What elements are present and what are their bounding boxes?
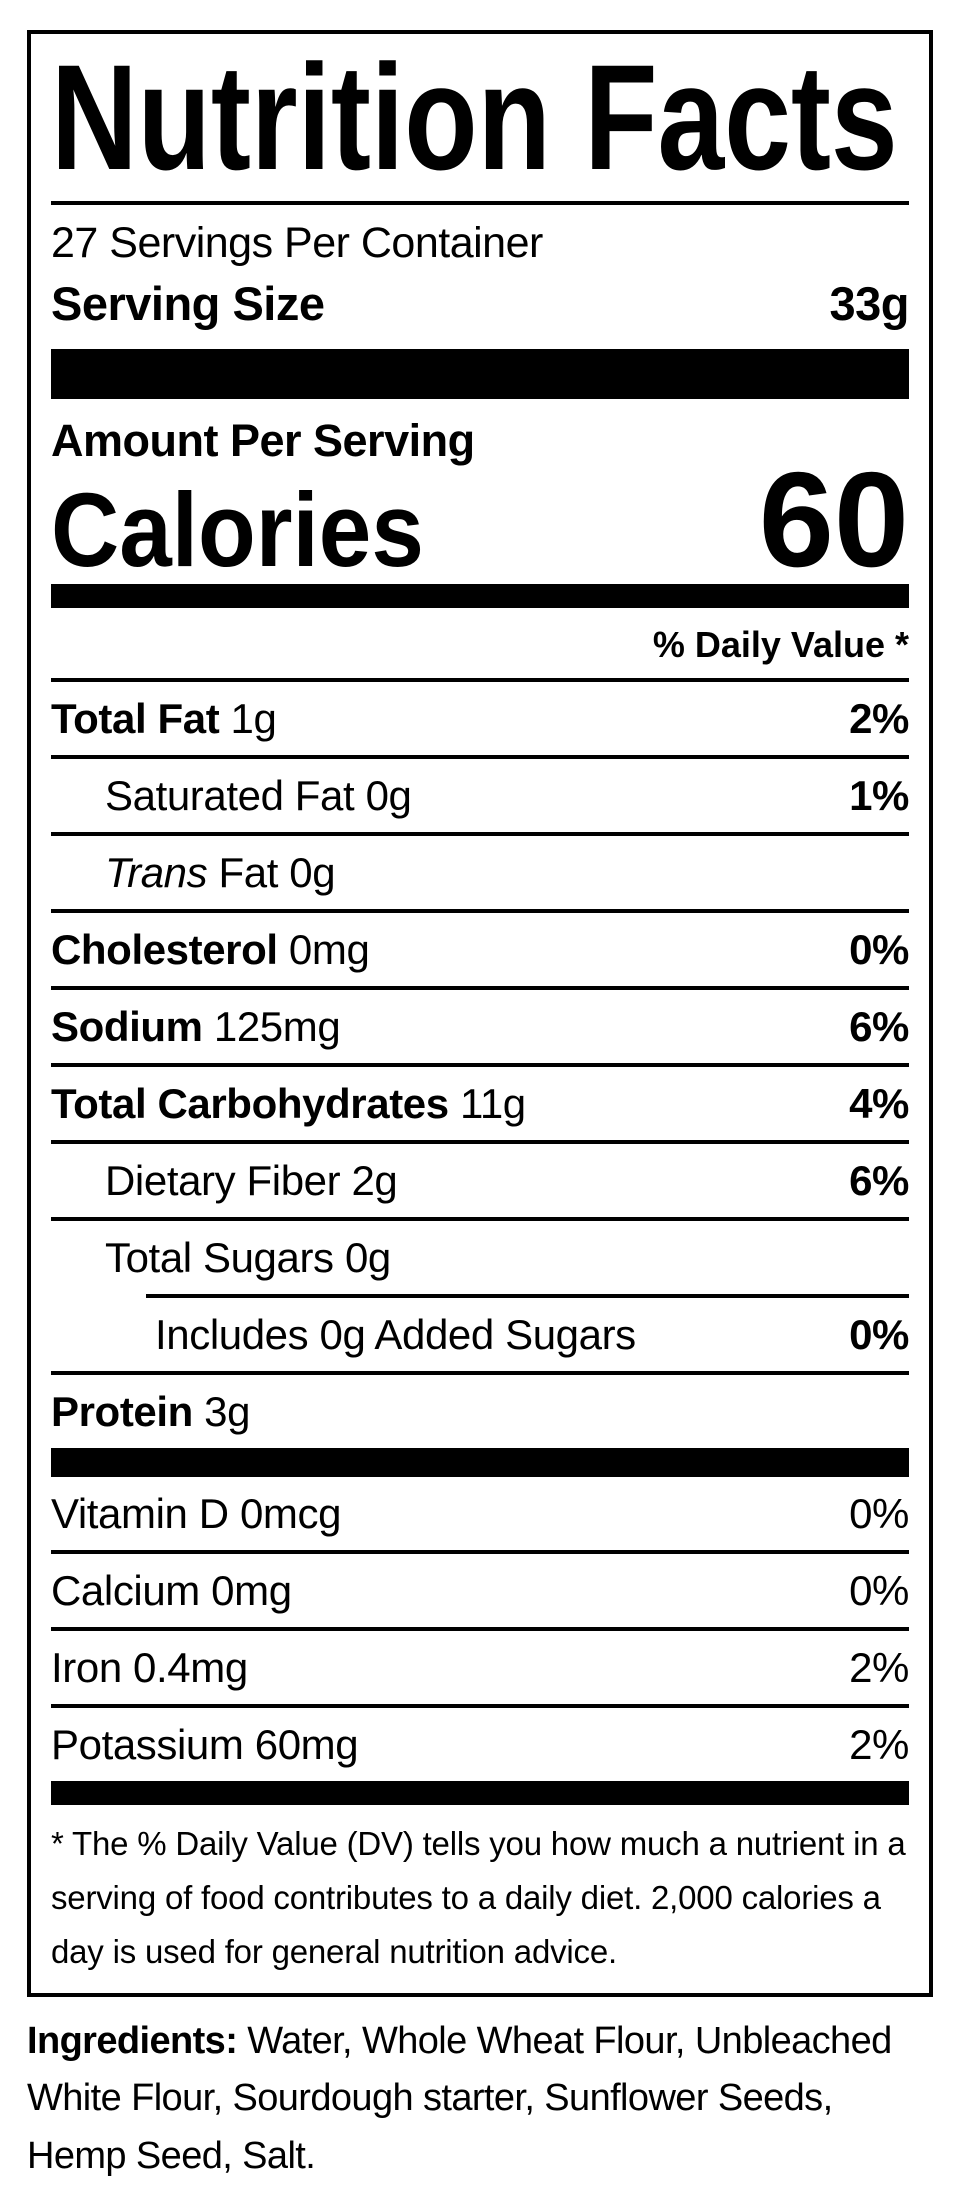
nutrient-daily-value: 2% xyxy=(849,695,909,743)
nutrient-row: Protein 3g xyxy=(51,1375,909,1448)
nutrient-row: Calcium 0mg 0% xyxy=(51,1554,909,1627)
divider xyxy=(51,909,909,914)
contains-line: Contains: Wheat xyxy=(27,2190,933,2202)
divider xyxy=(51,1217,909,1222)
divider xyxy=(51,1371,909,1376)
nutrient-daily-value: 0% xyxy=(849,1490,909,1538)
serving-size-label: Serving Size xyxy=(51,276,325,330)
nutrient-daily-value: 2% xyxy=(849,1721,909,1769)
nutrient-name: Trans Fat 0g xyxy=(105,849,336,897)
nutrient-daily-value: 0% xyxy=(849,1567,909,1615)
daily-value-footnote: * The % Daily Value (DV) tells you how m… xyxy=(51,1825,906,1970)
divider xyxy=(51,1550,909,1555)
divider xyxy=(51,200,909,205)
nutrient-daily-value: 1% xyxy=(849,772,909,820)
nutrient-name: Total Carbohydrates 11g xyxy=(51,1080,526,1128)
nutrient-daily-value: 6% xyxy=(849,1157,909,1205)
divider xyxy=(146,1294,909,1299)
medium-separator-bar xyxy=(51,584,909,609)
nutrient-row: Sodium 125mg 6% xyxy=(51,990,909,1063)
nutrient-name: Vitamin D 0mcg xyxy=(51,1490,342,1538)
nutrient-row: Saturated Fat 0g 1% xyxy=(51,759,909,832)
nutrient-name: Cholesterol 0mg xyxy=(51,926,370,974)
nutrient-daily-value: 6% xyxy=(849,1003,909,1051)
nutrient-daily-value: 2% xyxy=(849,1644,909,1692)
nutrient-row: Iron 0.4mg 2% xyxy=(51,1631,909,1704)
nutrient-row: Total Carbohydrates 11g 4% xyxy=(51,1067,909,1140)
nutrient-name: Iron 0.4mg xyxy=(51,1644,248,1692)
nutrient-row: Includes 0g Added Sugars 0% xyxy=(51,1298,909,1371)
nutrient-name: Includes 0g Added Sugars xyxy=(155,1311,636,1359)
ingredients-label: Ingredients: xyxy=(27,2019,238,2062)
nutrient-name: Sodium 125mg xyxy=(51,1003,341,1051)
thick-separator-bar xyxy=(51,348,909,399)
divider xyxy=(51,755,909,760)
nutrient-name: Dietary Fiber 2g xyxy=(105,1157,398,1205)
nutrient-row: Trans Fat 0g xyxy=(51,836,909,909)
nutrient-daily-value: 4% xyxy=(849,1080,909,1128)
nutrient-name: Total Fat 1g xyxy=(51,695,277,743)
nutrient-name: Total Sugars 0g xyxy=(105,1234,391,1282)
ingredients-line: Ingredients: Water, Whole Wheat Flour, U… xyxy=(27,2013,933,2186)
daily-value-header: % Daily Value * xyxy=(652,624,909,666)
servings-per-container: 27 Servings Per Container xyxy=(51,218,543,267)
nutrient-row: Potassium 60mg 2% xyxy=(51,1708,909,1781)
nutrient-rows: Total Fat 1g 2% Saturated Fat 0g 1% Trans Fa… xyxy=(51,682,909,1448)
nutrient-daily-value: 0% xyxy=(849,926,909,974)
amount-per-serving-label: Amount Per Serving xyxy=(51,414,475,466)
nutrient-row: Total Fat 1g 2% xyxy=(51,682,909,755)
divider xyxy=(51,1627,909,1632)
nutrient-row: Cholesterol 0mg 0% xyxy=(51,913,909,986)
nutrient-daily-value: 0% xyxy=(849,1311,909,1359)
nutrient-row: Vitamin D 0mcg 0% xyxy=(51,1477,909,1550)
divider xyxy=(51,1704,909,1709)
nutrient-row: Dietary Fiber 2g 6% xyxy=(51,1144,909,1217)
divider xyxy=(51,678,909,683)
nutrient-name: Saturated Fat 0g xyxy=(105,772,412,820)
divider xyxy=(51,1140,909,1145)
serving-size-value: 33g xyxy=(829,276,910,330)
contains-label: Contains: xyxy=(27,2197,197,2202)
nutrient-name: Protein 3g xyxy=(51,1388,251,1436)
panel-title: Nutrition Facts xyxy=(51,33,909,201)
thick-separator-bar xyxy=(51,1781,909,1806)
calories-row: Calories 60 xyxy=(51,443,909,595)
ingredients-text: Water, Whole Wheat Flour, Unbleached Whi… xyxy=(27,2019,892,2178)
calories-value: 60 xyxy=(758,443,909,595)
nutrient-row: Total Sugars 0g xyxy=(51,1221,909,1294)
calories-label: Calories xyxy=(51,471,424,589)
panel-title-text: Nutrition Facts xyxy=(51,33,898,201)
nutrient-name: Potassium 60mg xyxy=(51,1721,359,1769)
nutrient-name: Calcium 0mg xyxy=(51,1567,292,1615)
divider xyxy=(51,986,909,991)
contains-text: Wheat xyxy=(197,2197,314,2202)
thick-separator-bar xyxy=(51,1448,909,1478)
divider xyxy=(51,832,909,837)
nutrition-facts-panel: Nutrition Facts 27 Servings Per Containe… xyxy=(27,30,933,1997)
serving-size-row: Serving Size 33g xyxy=(51,268,909,349)
divider xyxy=(51,1063,909,1068)
micronutrient-rows: Vitamin D 0mcg 0% Calcium 0mg 0% Iron 0.4mg 2… xyxy=(51,1477,909,1781)
